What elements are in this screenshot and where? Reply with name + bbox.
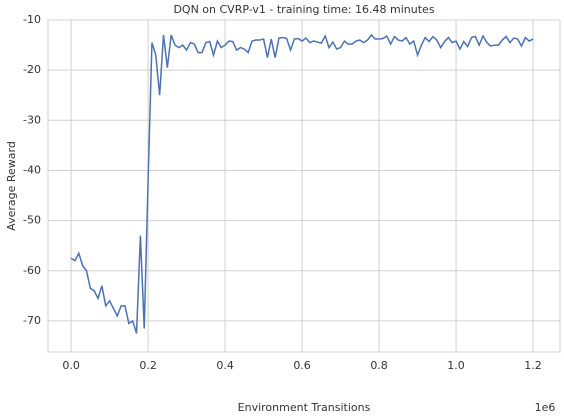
y-tick-label: -50 [23,214,41,227]
x-tick-label: 1.2 [524,359,542,372]
y-tick-label: -30 [23,113,41,126]
y-tick-label: -10 [23,13,41,26]
x-axis-label: Environment Transitions [238,401,371,414]
x-tick-label: 0.2 [139,359,157,372]
plot-frame [47,19,561,353]
y-tick-label: -40 [23,163,41,176]
x-tick-label: 1.0 [447,359,465,372]
x-tick-label: 0.0 [62,359,80,372]
y-tick-label: -60 [23,264,41,277]
chart-title: DQN on CVRP-v1 - training time: 16.48 mi… [173,3,434,16]
x-tick-label: 0.8 [370,359,388,372]
x-offset-label: 1e6 [535,401,556,414]
y-tick-label: -20 [23,63,41,76]
y-tick-label: -70 [23,314,41,327]
x-tick-label: 0.4 [216,359,234,372]
x-tick-label: 0.6 [293,359,311,372]
data-line [70,33,534,334]
y-axis-label: Average Reward [5,141,18,231]
